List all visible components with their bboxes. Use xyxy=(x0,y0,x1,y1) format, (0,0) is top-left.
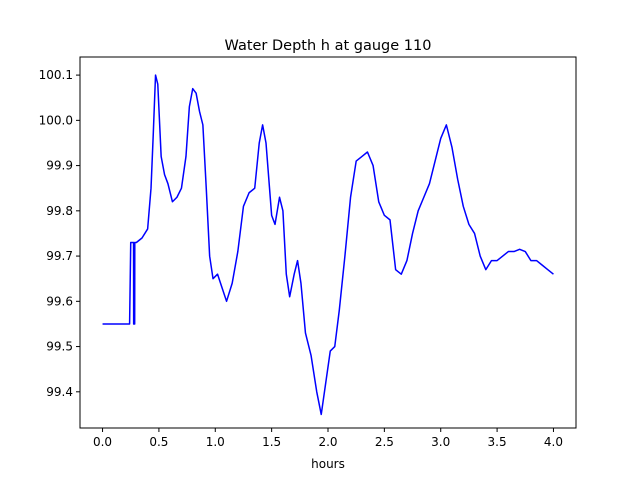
y-tick-label: 99.9 xyxy=(46,159,73,173)
x-axis-ticks: 0.0 0.5 1.0 1.5 2.0 2.5 3.0 3.5 4.0 xyxy=(93,428,563,449)
x-tick-label: 1.0 xyxy=(206,435,225,449)
x-axis-label: hours xyxy=(311,457,345,471)
y-tick-label: 99.7 xyxy=(46,249,73,263)
x-tick-label: 0.5 xyxy=(149,435,168,449)
chart-title: Water Depth h at gauge 110 xyxy=(225,38,432,54)
y-tick-label: 99.6 xyxy=(46,294,73,308)
y-tick-label: 100.0 xyxy=(39,113,73,127)
x-tick-label: 1.5 xyxy=(262,435,281,449)
y-axis-ticks: 99.4 99.5 99.6 99.7 99.8 99.9 100.0 100.1 xyxy=(39,68,80,399)
x-tick-label: 4.0 xyxy=(544,435,563,449)
y-tick-label: 99.5 xyxy=(46,340,73,354)
x-tick-label: 2.5 xyxy=(375,435,394,449)
y-tick-label: 99.8 xyxy=(46,204,73,218)
x-tick-label: 3.5 xyxy=(488,435,507,449)
x-tick-label: 3.0 xyxy=(431,435,450,449)
plot-area xyxy=(102,74,554,416)
x-tick-label: 0.0 xyxy=(93,435,112,449)
y-tick-label: 99.4 xyxy=(46,385,73,399)
y-tick-label: 100.1 xyxy=(39,68,73,82)
x-tick-label: 2.0 xyxy=(318,435,337,449)
axes-frame xyxy=(79,56,577,429)
series-line-0 xyxy=(102,74,554,416)
